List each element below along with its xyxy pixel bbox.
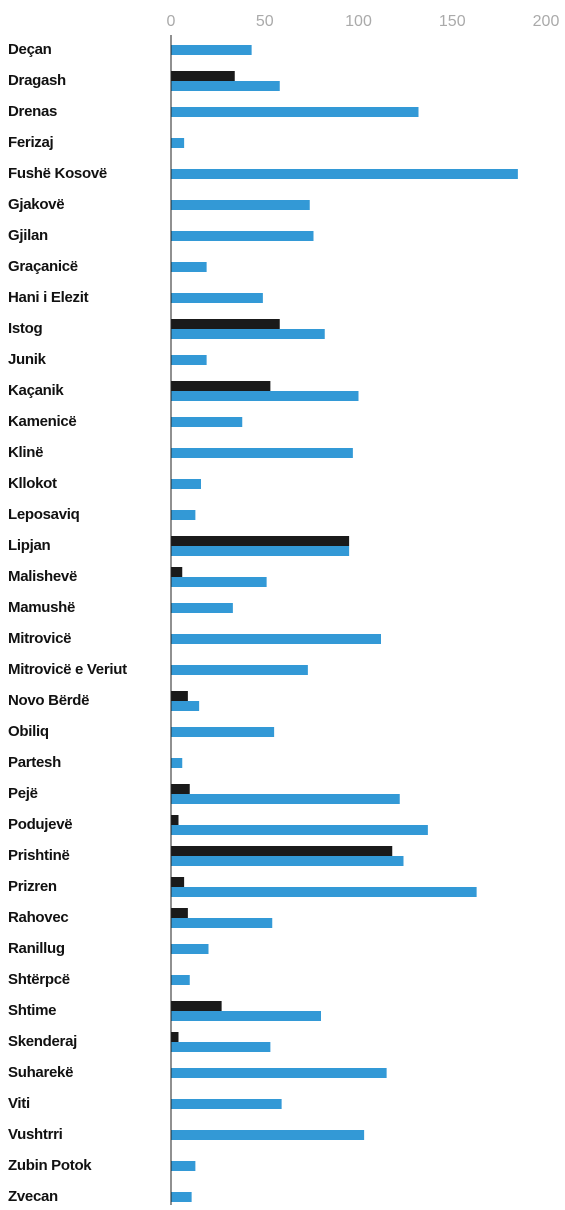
bar (171, 1161, 196, 1171)
bar (171, 701, 200, 711)
bar (171, 918, 273, 928)
bar (171, 908, 188, 918)
category-label: Suharekë (8, 1064, 73, 1081)
bar (171, 794, 400, 804)
category-label: Kaçanik (8, 382, 64, 399)
bar (171, 536, 350, 546)
bar (171, 169, 518, 179)
bar (171, 479, 201, 489)
category-label: Pejë (8, 785, 38, 802)
bar (171, 1130, 365, 1140)
bar (171, 1192, 192, 1202)
category-label: Ranillug (8, 940, 65, 957)
category-label: Deçan (8, 41, 52, 58)
x-tick-label: 100 (345, 13, 372, 30)
bar (171, 81, 280, 91)
bar (171, 71, 235, 81)
bar (171, 784, 190, 794)
category-label: Mamushë (8, 599, 75, 616)
category-label: Kamenicë (8, 413, 76, 430)
x-tick-label: 50 (256, 13, 274, 30)
x-tick-label: 200 (533, 13, 560, 30)
category-label: Skenderaj (8, 1033, 77, 1050)
bar (171, 665, 308, 675)
bar (171, 815, 179, 825)
category-label: Rahovec (8, 909, 68, 926)
category-label: Zubin Potok (8, 1157, 92, 1174)
bar (171, 691, 188, 701)
bar (171, 758, 183, 768)
bar (171, 448, 353, 458)
bar (171, 577, 267, 587)
category-label: Mitrovicë (8, 630, 71, 647)
bar (171, 417, 243, 427)
bar (171, 1099, 282, 1109)
category-label: Zvecan (8, 1188, 58, 1205)
category-label: Vushtrri (8, 1126, 63, 1143)
bar (171, 381, 271, 391)
category-label: Istog (8, 320, 42, 337)
bar (171, 262, 207, 272)
category-label: Gjakovë (8, 196, 64, 213)
bar (171, 45, 252, 55)
bar (171, 727, 275, 737)
category-label: Junik (8, 351, 47, 368)
bar (171, 825, 428, 835)
bar (171, 200, 310, 210)
bar (171, 510, 196, 520)
bar (171, 634, 381, 644)
bar (171, 355, 207, 365)
bar (171, 1032, 179, 1042)
category-label: Viti (8, 1095, 30, 1112)
category-label: Shtime (8, 1002, 56, 1019)
category-label: Ferizaj (8, 134, 54, 151)
category-label: Malishevë (8, 568, 77, 585)
category-label: Prizren (8, 878, 57, 895)
bar (171, 877, 185, 887)
bar (171, 319, 280, 329)
bar (171, 846, 393, 856)
category-label: Hani i Elezit (8, 289, 89, 306)
category-label: Partesh (8, 754, 61, 771)
category-label: Prishtinë (8, 847, 69, 864)
category-label: Obiliq (8, 723, 49, 740)
category-label: Drenas (8, 103, 57, 120)
bar (171, 567, 183, 577)
category-label: Mitrovicë e Veriut (8, 661, 127, 678)
category-label: Novo Bërdë (8, 692, 89, 709)
category-label: Shtërpcë (8, 971, 70, 988)
bar (171, 1011, 321, 1021)
x-tick-label: 0 (167, 13, 176, 30)
category-label: Graçanicë (8, 258, 78, 275)
category-label: Kllokot (8, 475, 57, 492)
bar (171, 1001, 222, 1011)
bar (171, 107, 419, 117)
bar (171, 293, 263, 303)
bar (171, 887, 477, 897)
category-label: Dragash (8, 72, 66, 89)
bar (171, 1068, 387, 1078)
category-label: Leposaviq (8, 506, 80, 523)
bar (171, 975, 190, 985)
category-label: Lipjan (8, 537, 51, 554)
category-label: Fushë Kosovë (8, 165, 107, 182)
bar (171, 856, 404, 866)
bar (171, 546, 350, 556)
bar (171, 329, 325, 339)
x-tick-label: 150 (439, 13, 466, 30)
category-label: Gjilan (8, 227, 48, 244)
bar (171, 944, 209, 954)
bar (171, 231, 314, 241)
bar (171, 391, 359, 401)
bar (171, 603, 233, 613)
category-label: Klinë (8, 444, 43, 461)
category-label: Podujevë (8, 816, 72, 833)
bar (171, 1042, 271, 1052)
bar (171, 138, 185, 148)
